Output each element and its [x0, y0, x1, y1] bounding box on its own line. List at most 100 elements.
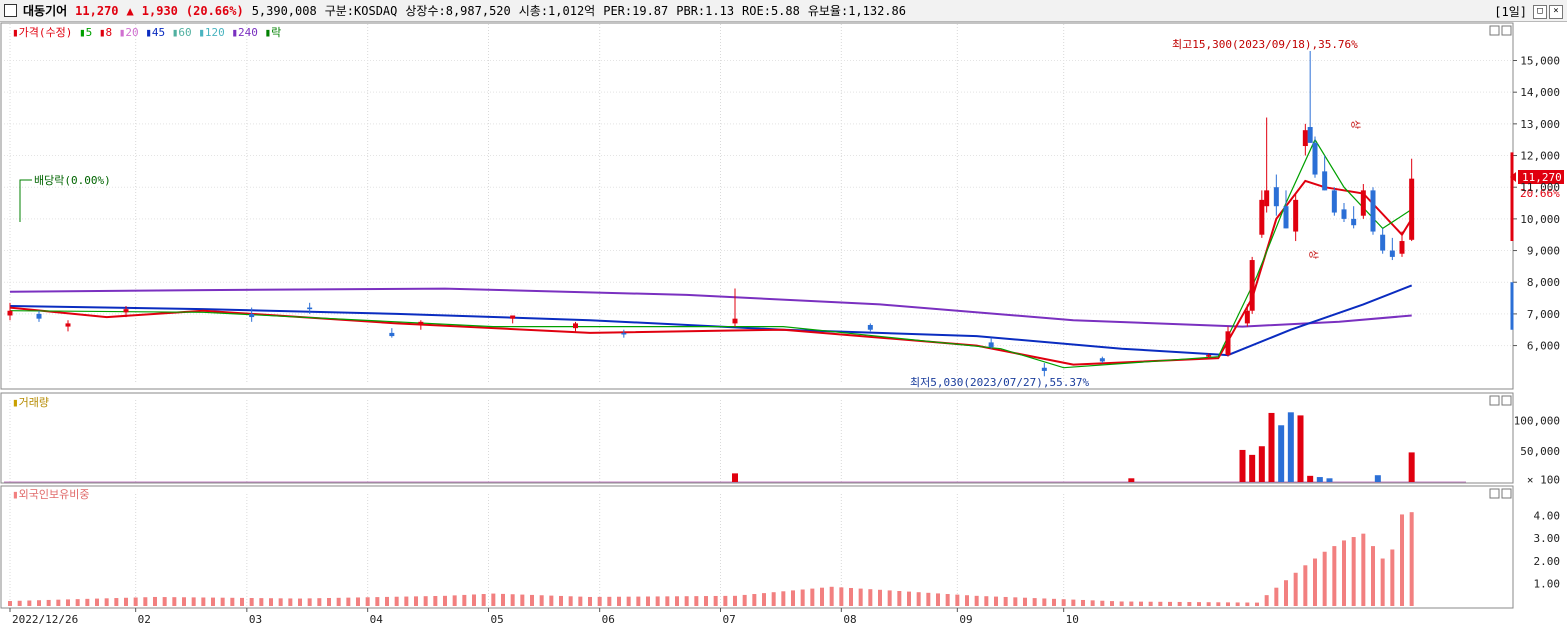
foreign-bar-124: [607, 596, 612, 606]
foreign-bar-70: [346, 597, 351, 606]
candle-body-27: [1312, 142, 1318, 175]
volume-bar-0: [732, 473, 738, 482]
foreign-bar-24: [124, 597, 128, 606]
foreign-bar-38: [191, 597, 196, 606]
candle-body-18: [1244, 310, 1250, 324]
foreign-bar-98: [481, 594, 486, 606]
grid: [4, 24, 1512, 608]
foreign-bar-146: [713, 595, 718, 606]
reserve-ratio: 유보율:1,132.86: [807, 4, 906, 18]
foreign-bar-260: [1264, 595, 1269, 606]
foreign-bar-18: [95, 598, 99, 606]
foreign-bar-220: [1071, 599, 1076, 606]
foreign-bar-196: [955, 594, 960, 606]
foreign-bar-180: [878, 589, 882, 606]
high-price-label: 최고15,300(2023/09/18),35.76%: [1172, 38, 1358, 51]
foreign-bar-64: [317, 598, 322, 606]
foreign-bar-28: [143, 597, 148, 606]
candle-body-16: [1206, 355, 1212, 357]
maximize-icon[interactable]: □: [1533, 4, 1547, 19]
foreign-bar-258: [1255, 602, 1259, 606]
foreign-bar-20: [104, 598, 109, 606]
foreign-bar-204: [994, 596, 998, 606]
foreign-bar-12: [66, 599, 70, 606]
volume-legend: ▮거래량: [12, 396, 49, 409]
candle-body-19: [1249, 260, 1255, 311]
legend-swatch-7: ▮: [258, 26, 271, 39]
foreign-bar-272: [1322, 551, 1327, 606]
close-icon[interactable]: ×: [1549, 4, 1563, 19]
foreign-bar-254: [1235, 602, 1240, 606]
foreign-bar-4: [27, 600, 32, 606]
last-pct-tag-text: 20.66%: [1520, 187, 1560, 200]
volume-bar-12: [1374, 475, 1381, 482]
candle-body-15: [1099, 358, 1105, 362]
panel-buttons[interactable]: [1489, 25, 1512, 499]
ma-line-5: [9, 138, 1413, 369]
foreign-bar-164: [800, 589, 805, 606]
foreign-bar-144: [704, 596, 708, 606]
foreign-bar-58: [288, 598, 293, 606]
foreign-bar-40: [201, 597, 206, 606]
foreign-bar-252: [1226, 602, 1230, 606]
legend-label-0: 5: [86, 26, 93, 39]
candle-body-35: [1389, 250, 1395, 257]
foreign-bar-280: [1361, 533, 1366, 606]
candle-body-7: [418, 321, 424, 325]
foreign-bar-82: [404, 596, 409, 606]
foreign-bar-132: [646, 596, 650, 606]
volume-bar-8: [1297, 415, 1304, 482]
volume-bar-3: [1249, 454, 1256, 482]
foreign-bar-60: [298, 598, 302, 606]
volume-bar-4: [1258, 446, 1265, 482]
foreign-bar-62: [307, 598, 312, 606]
price-tick-label-7: 8,000: [1527, 276, 1560, 289]
last-price-tag-text: 11,270: [1522, 171, 1562, 184]
market-cap: 시총:1,012억: [518, 4, 596, 18]
foreign-bar-78: [385, 596, 389, 606]
foreign-bar-192: [936, 593, 940, 606]
foreign-bar-10: [56, 599, 61, 606]
market-type: 구분:KOSDAQ: [324, 4, 398, 18]
period-selector[interactable]: [1일]: [1494, 5, 1527, 19]
foreign-bar-90: [443, 595, 447, 606]
foreign-bar-190: [926, 592, 931, 606]
candle-body-1: [36, 313, 42, 319]
foreign-bar-74: [365, 597, 370, 606]
foreign-bar-134: [655, 596, 660, 606]
candle-body-28: [1322, 171, 1328, 191]
x-tick-label-8: 09: [959, 613, 972, 626]
foreign-bar-284: [1380, 558, 1385, 606]
low-price-label: 최저5,030(2023/07/27),55.37%: [910, 376, 1090, 389]
foreign-bar-166: [810, 588, 815, 606]
volume-bar-10: [1316, 477, 1323, 482]
foreign-bar-256: [1245, 602, 1250, 606]
foreign-tick-label-2: 2.00: [1534, 555, 1561, 568]
foreign-bar-120: [588, 596, 592, 606]
foreign-bar-76: [375, 597, 380, 606]
stock-chart[interactable]: ▮가격(수정) ▮5 ▮8 ▮20 ▮45 ▮60 ▮120 ▮240 ▮락 ▮…: [0, 22, 1567, 630]
volume-tick-label-2: × 100: [1527, 474, 1560, 487]
legend-swatch-4: ▮: [165, 26, 178, 39]
foreign-bar-0: [8, 601, 12, 606]
foreign-bar-86: [423, 596, 428, 606]
foreign-bar-32: [162, 597, 167, 606]
foreign-bar-270: [1313, 558, 1317, 606]
x-tick-label-7: 08: [843, 613, 856, 626]
volume-bar-6: [1278, 425, 1285, 482]
listed-shares: 상장수:8,987,520: [405, 4, 511, 18]
foreign-bar-56: [278, 598, 283, 606]
foreign-bar-140: [684, 596, 689, 606]
dividend-label: 배당락(0.00%): [34, 174, 111, 187]
foreign-bar-194: [945, 594, 950, 606]
candle-body-10: [621, 332, 627, 335]
candle-body-4: [249, 313, 255, 318]
foreign-bar-110: [539, 595, 544, 606]
select-checkbox[interactable]: [4, 4, 17, 17]
foreign-bar-48: [240, 597, 244, 606]
foreign-bar-242: [1177, 601, 1182, 606]
x-tick-label-3: 04: [370, 613, 384, 626]
foreign-bar-54: [269, 598, 273, 606]
per-value: PER:19.87: [603, 3, 669, 18]
foreign-bar-228: [1110, 601, 1114, 606]
